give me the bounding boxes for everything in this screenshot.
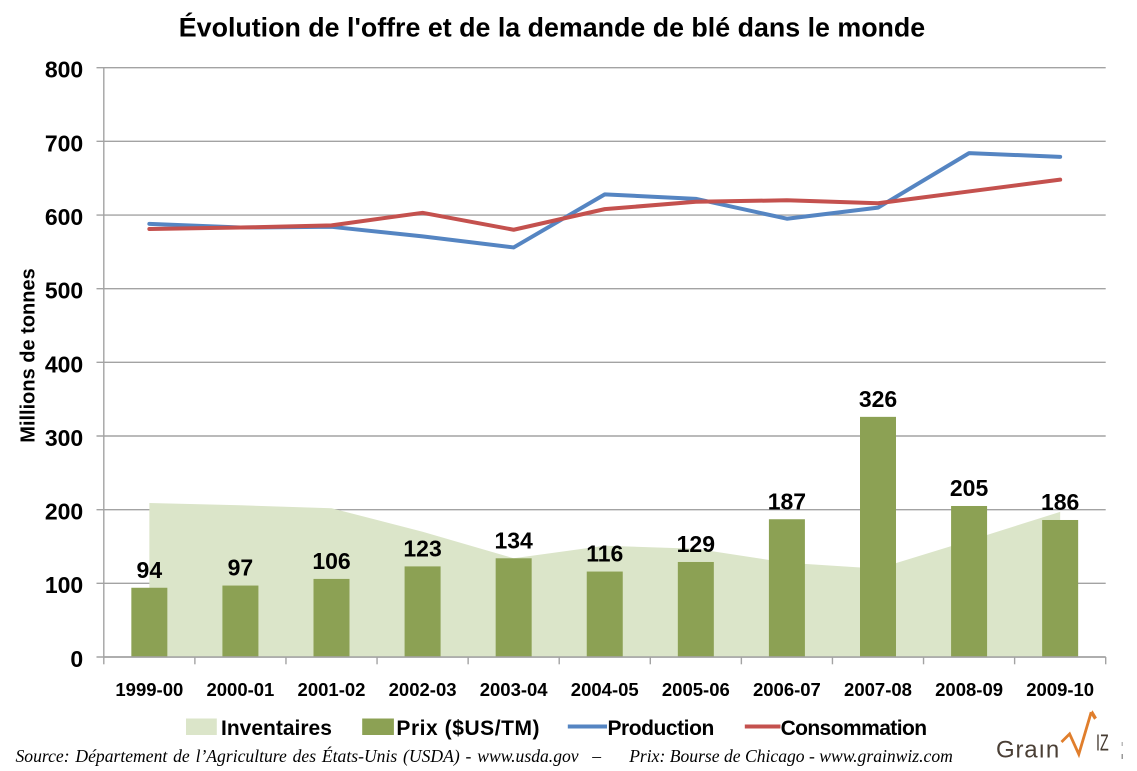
svg-text:2002-03: 2002-03	[389, 679, 457, 700]
svg-text:–: –	[591, 746, 601, 766]
svg-text:Consommation: Consommation	[781, 717, 927, 740]
svg-text:116: 116	[586, 541, 623, 567]
svg-text:2008-09: 2008-09	[935, 679, 1003, 700]
svg-text:Production: Production	[608, 717, 714, 740]
svg-text:IZ: IZ	[1096, 731, 1109, 756]
svg-text:205: 205	[950, 475, 989, 501]
svg-text:2006-07: 2006-07	[753, 679, 821, 700]
svg-text:2009-10: 2009-10	[1026, 679, 1094, 700]
svg-text:500: 500	[45, 278, 83, 304]
svg-text:1999-00: 1999-00	[115, 679, 183, 700]
svg-text:200: 200	[45, 499, 83, 525]
svg-text:Millions de tonnes: Millions de tonnes	[18, 268, 40, 442]
svg-text:2001-02: 2001-02	[298, 679, 366, 700]
svg-text:600: 600	[45, 204, 83, 230]
svg-text:Graın: Graın	[996, 736, 1060, 763]
svg-text:2005-06: 2005-06	[662, 679, 730, 700]
svg-text:2004-05: 2004-05	[571, 679, 639, 700]
svg-text:100: 100	[45, 572, 83, 598]
svg-text:134: 134	[494, 527, 533, 553]
svg-text:2003-04: 2003-04	[480, 679, 549, 700]
svg-text:2007-08: 2007-08	[844, 679, 912, 700]
svg-text:400: 400	[45, 351, 83, 377]
svg-text:800: 800	[45, 57, 83, 83]
svg-text:Inventaires: Inventaires	[221, 717, 332, 740]
svg-text:0: 0	[70, 646, 83, 672]
svg-text:Source: Département de l’Agric: Source: Département de l’Agriculture des…	[16, 746, 579, 766]
svg-text:326: 326	[859, 386, 897, 412]
svg-text:Prix ($US/TM): Prix ($US/TM)	[396, 717, 540, 740]
svg-text:Prix: Bourse de Chicago - www.: Prix: Bourse de Chicago - www.grainwiz.c…	[628, 746, 953, 766]
svg-text:123: 123	[403, 535, 441, 561]
svg-text:Évolution de l'offre et de la: Évolution de l'offre et de la demande de…	[179, 12, 925, 43]
svg-text:94: 94	[137, 557, 163, 583]
svg-text:300: 300	[45, 425, 83, 451]
svg-text:186: 186	[1041, 489, 1079, 515]
svg-text:700: 700	[45, 130, 83, 156]
svg-text:129: 129	[677, 531, 715, 557]
svg-text:2000-01: 2000-01	[206, 679, 274, 700]
svg-text:97: 97	[228, 555, 254, 581]
svg-text:106: 106	[312, 548, 350, 574]
svg-text:187: 187	[768, 488, 806, 514]
